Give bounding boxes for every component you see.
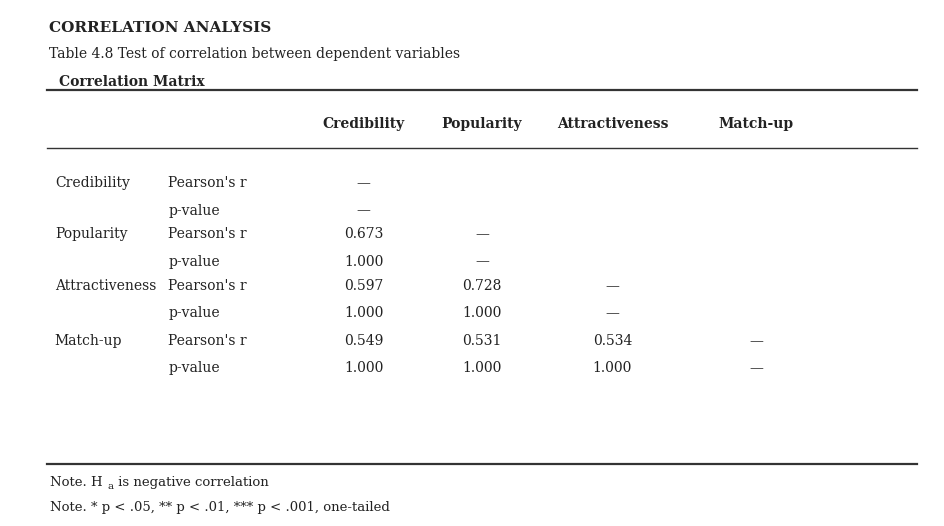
Text: 0.534: 0.534 (592, 334, 632, 348)
Text: p-value: p-value (168, 306, 220, 320)
Text: Match-up: Match-up (55, 334, 122, 348)
Text: Credibility: Credibility (322, 117, 405, 131)
Text: 1.000: 1.000 (344, 361, 383, 376)
Text: Table 4.8 Test of correlation between dependent variables: Table 4.8 Test of correlation between de… (49, 47, 460, 62)
Text: —: — (605, 279, 618, 293)
Text: Popularity: Popularity (441, 117, 522, 131)
Text: p-value: p-value (168, 204, 220, 218)
Text: Note. * p < .05, ** p < .01, *** p < .001, one-tailed: Note. * p < .05, ** p < .01, *** p < .00… (50, 501, 390, 514)
Text: —: — (749, 361, 762, 376)
Text: Pearson's r: Pearson's r (168, 176, 246, 190)
Text: Note. H: Note. H (50, 476, 103, 489)
Text: 1.000: 1.000 (592, 361, 632, 376)
Text: Attractiveness: Attractiveness (55, 279, 156, 293)
Text: Pearson's r: Pearson's r (168, 227, 246, 241)
Text: 0.531: 0.531 (462, 334, 501, 348)
Text: —: — (357, 176, 370, 190)
Text: 1.000: 1.000 (462, 361, 501, 376)
Text: Match-up: Match-up (717, 117, 793, 131)
Text: 0.728: 0.728 (462, 279, 501, 293)
Text: 1.000: 1.000 (462, 306, 501, 320)
Text: 1.000: 1.000 (344, 255, 383, 269)
Text: 0.549: 0.549 (344, 334, 383, 348)
Text: —: — (475, 255, 488, 269)
Text: Pearson's r: Pearson's r (168, 279, 246, 293)
Text: Popularity: Popularity (55, 227, 127, 241)
Text: CORRELATION ANALYSIS: CORRELATION ANALYSIS (49, 21, 271, 35)
Text: 1.000: 1.000 (344, 306, 383, 320)
Text: Correlation Matrix: Correlation Matrix (59, 75, 204, 89)
Text: a: a (107, 482, 113, 491)
Text: 0.673: 0.673 (344, 227, 383, 241)
Text: is negative correlation: is negative correlation (114, 476, 269, 489)
Text: —: — (357, 204, 370, 218)
Text: p-value: p-value (168, 361, 220, 376)
Text: Attractiveness: Attractiveness (556, 117, 667, 131)
Text: —: — (475, 227, 488, 241)
Text: 0.597: 0.597 (344, 279, 383, 293)
Text: p-value: p-value (168, 255, 220, 269)
Text: Credibility: Credibility (55, 176, 129, 190)
Text: —: — (605, 306, 618, 320)
Text: Pearson's r: Pearson's r (168, 334, 246, 348)
Text: —: — (749, 334, 762, 348)
